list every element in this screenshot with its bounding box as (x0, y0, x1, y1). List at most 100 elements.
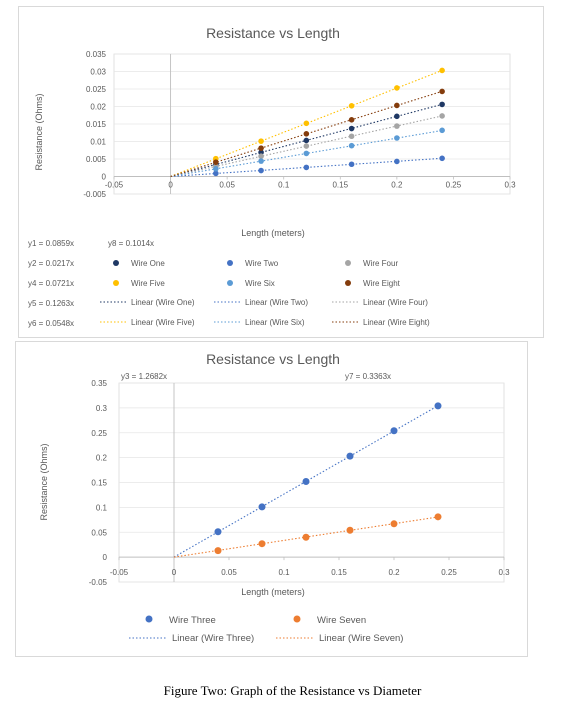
data-point-wire-eight (394, 102, 400, 109)
x-tick-label: 0.25 (441, 568, 457, 577)
legend-label: Linear (Wire Eight) (363, 318, 430, 327)
legend-label: Wire Seven (317, 615, 366, 626)
y-tick-label: 0 (102, 173, 107, 182)
data-point-wire-seven (258, 540, 266, 548)
data-point-wire-five (303, 120, 310, 127)
figure-caption: Figure Two: Graph of the Resistance vs D… (163, 683, 422, 698)
data-point-wire-seven (346, 526, 354, 534)
x-tick-label: 0.3 (498, 568, 510, 577)
y-tick-label: 0.1 (96, 503, 108, 512)
data-point-wire-four (439, 113, 445, 119)
data-point-wire-three (390, 427, 398, 435)
data-point-wire-one (348, 125, 355, 132)
y-tick-label: 0.02 (90, 103, 106, 112)
legend-marker (145, 615, 153, 623)
trendline-equation: y7 = 0.3363x (345, 372, 391, 381)
legend-marker (345, 280, 351, 286)
legend-label: Wire Four (363, 259, 398, 268)
data-point-wire-two (394, 158, 400, 165)
data-point-wire-eight (303, 131, 310, 137)
y-tick-label: 0 (103, 553, 108, 562)
data-point-wire-three (214, 528, 222, 536)
data-point-wire-five (394, 85, 400, 91)
x-tick-label: 0 (172, 568, 177, 577)
x-tick-label: 0 (168, 181, 173, 190)
trendline-equation: y6 = 0.0548x (28, 319, 74, 328)
chart-bottom-svg: Resistance vs Length Length (meters) Res… (39, 351, 510, 644)
y-tick-label: 0.25 (91, 429, 107, 438)
data-point-wire-one (303, 137, 310, 144)
data-point-wire-three (434, 402, 442, 410)
x-tick-label: 0.25 (446, 181, 462, 190)
trendline-equation: y1 = 0.0859x (28, 239, 74, 248)
data-point-wire-seven (302, 533, 310, 541)
legend-marker (227, 260, 233, 266)
y-tick-label: 0.005 (86, 155, 107, 164)
data-point-wire-six (394, 135, 400, 141)
data-point-wire-two (303, 164, 310, 171)
legend-marker (345, 260, 351, 266)
x-tick-label: 0.05 (221, 568, 237, 577)
data-point-wire-six (213, 166, 219, 172)
legend-label: Wire Six (245, 279, 275, 288)
data-point-wire-five (258, 138, 264, 144)
x-tick-label: -0.05 (105, 181, 124, 190)
data-point-wire-eight (258, 145, 264, 151)
data-point-wire-three (346, 452, 354, 460)
data-point-wire-six (348, 142, 355, 149)
data-point-wire-three (302, 478, 310, 486)
y-tick-label: 0.015 (86, 120, 107, 129)
y-tick-label: 0.15 (91, 479, 107, 488)
x-tick-label: 0.15 (331, 568, 347, 577)
data-point-wire-four (303, 143, 310, 149)
data-point-wire-one (258, 149, 264, 156)
legend-label: Linear (Wire Three) (172, 633, 254, 644)
legend-label: Wire One (131, 259, 165, 268)
y-tick-label: -0.05 (89, 578, 108, 587)
x-tick-label: 0.2 (391, 181, 403, 190)
x-tick-label: 0.1 (278, 568, 290, 577)
legend-label: Wire Three (169, 615, 216, 626)
data-point-wire-four (258, 153, 264, 159)
y-tick-label: 0.35 (91, 379, 107, 388)
y-axis-label: Resistance (Ohms) (39, 443, 49, 520)
y-axis-label: Resistance (Ohms) (34, 93, 44, 170)
legend-label: Linear (Wire Seven) (319, 633, 403, 644)
legend-label: Linear (Wire Two) (245, 298, 308, 307)
data-point-wire-five (348, 103, 355, 109)
data-point-wire-seven (390, 520, 398, 528)
data-point-wire-seven (214, 547, 222, 555)
data-point-wire-six (439, 127, 445, 134)
data-point-wire-eight (348, 117, 355, 123)
data-point-wire-three (258, 503, 266, 511)
data-point-wire-one (439, 101, 445, 108)
data-point-wire-eight (213, 159, 219, 165)
y-tick-label: -0.005 (83, 190, 106, 199)
trendline-equation: y3 = 1.2682x (121, 372, 167, 381)
legend-label: Wire Eight (363, 279, 401, 288)
x-tick-label: 0.15 (332, 181, 348, 190)
legend-marker (227, 280, 233, 286)
legend-label: Linear (Wire Six) (245, 318, 305, 327)
data-point-wire-six (303, 150, 310, 157)
legend-marker (113, 260, 119, 266)
legend-label: Wire Five (131, 279, 165, 288)
chart-panel-bottom: Resistance vs Length Length (meters) Res… (15, 341, 528, 657)
legend-marker (113, 280, 119, 286)
y-tick-label: 0.025 (86, 85, 107, 94)
x-tick-label: 0.05 (219, 181, 235, 190)
y-tick-label: 0.05 (91, 528, 107, 537)
legend-label: Linear (Wire Four) (363, 298, 428, 307)
chart-panel-top: Resistance vs Length Length (meters) Res… (18, 6, 544, 338)
data-point-wire-seven (434, 513, 442, 521)
data-point-wire-six (258, 158, 264, 164)
data-point-wire-two (439, 155, 445, 162)
legend-marker (293, 615, 301, 623)
data-point-wire-eight (439, 88, 445, 95)
trendline-equation: y4 = 0.0721x (28, 279, 74, 288)
x-tick-label: 0.2 (388, 568, 400, 577)
y-tick-label: 0.01 (90, 138, 106, 147)
x-axis-label: Length (meters) (241, 587, 305, 597)
data-point-wire-five (439, 67, 445, 74)
data-point-wire-two (213, 170, 219, 177)
